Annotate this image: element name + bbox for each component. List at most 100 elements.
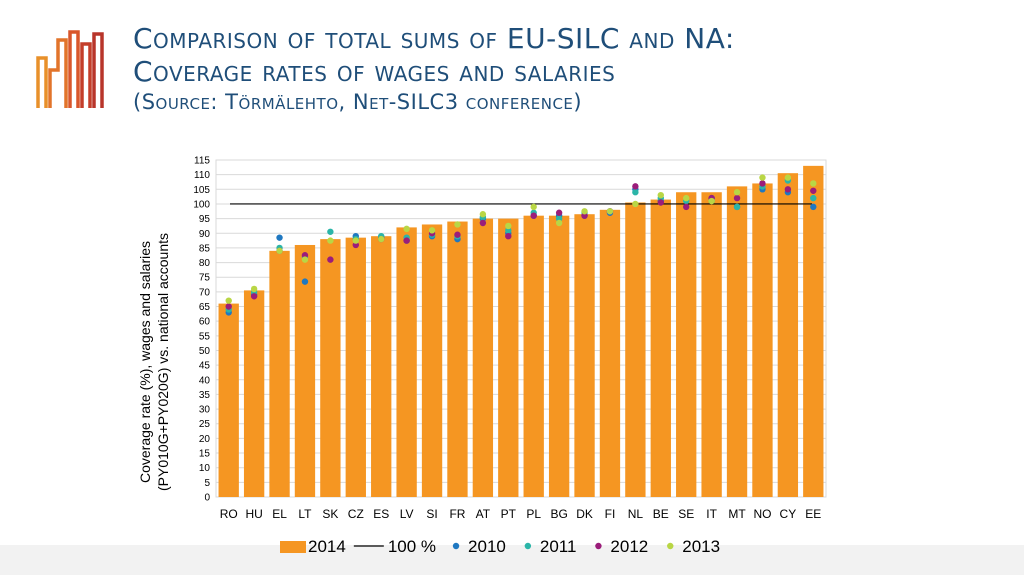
x-label-NO: NO — [753, 507, 771, 521]
point-2013-LV — [403, 225, 410, 233]
point-2010-EL — [276, 234, 283, 241]
point-2013-SK — [327, 237, 334, 244]
point-2012-SK — [327, 256, 334, 263]
point-2012-EE — [810, 187, 817, 194]
point-2013-IT — [708, 197, 715, 205]
y-tick-80: 80 — [199, 258, 211, 269]
x-label-CZ: CZ — [348, 507, 364, 521]
x-label-ES: ES — [373, 507, 389, 521]
bar-DK — [574, 214, 595, 497]
bar-EL — [269, 250, 290, 497]
x-label-PL: PL — [526, 507, 541, 521]
point-2011-PT — [505, 227, 512, 234]
legend-label-2014: 2014 — [308, 537, 346, 556]
bar-NL — [625, 202, 646, 497]
data-points — [225, 174, 817, 316]
point-2013-PT — [505, 222, 512, 230]
point-2012-NL — [632, 183, 639, 190]
plot-border — [215, 159, 827, 498]
plot-area — [216, 160, 826, 497]
point-2013-AT — [479, 211, 487, 218]
bar-SK — [320, 239, 341, 497]
bar-EE — [803, 165, 824, 497]
point-2013-HU — [250, 285, 258, 293]
y-tick-45: 45 — [199, 361, 211, 372]
bar-LV — [396, 227, 417, 497]
y-tick-65: 65 — [199, 302, 211, 313]
x-label-HU: HU — [245, 507, 262, 521]
point-2012-HU — [250, 293, 258, 300]
legend-marker-2010 — [452, 542, 460, 550]
bar-LT — [294, 244, 316, 497]
legend: 2014 100 % 2010 2011 2012 2013 — [280, 537, 720, 556]
x-label-SK: SK — [322, 507, 338, 521]
point-2012-BE — [657, 199, 664, 206]
point-2012-PL — [530, 212, 537, 219]
title-line-1: Comparison of total sums of EU-SILC and … — [133, 22, 735, 55]
title-source-line: (Source: Törmälehto, Net-SILC3 conferenc… — [133, 90, 583, 114]
point-2013-SE — [683, 194, 690, 202]
bar-AT — [472, 218, 494, 497]
bar-SE — [676, 192, 697, 497]
x-label-FI: FI — [605, 507, 616, 521]
y-tick-110: 110 — [194, 170, 210, 181]
point-2010-LT — [301, 278, 309, 285]
point-2010-EE — [810, 203, 817, 211]
point-2013-PL — [530, 203, 537, 211]
slide-title: Comparison of total sums of EU-SILC and … — [133, 22, 993, 116]
footer-band — [0, 545, 1024, 575]
point-2013-BE — [657, 191, 664, 199]
bar-IT — [701, 192, 722, 497]
bar-HU — [243, 290, 265, 497]
point-2012-CY — [784, 186, 792, 193]
title-line-2: Coverage rates of wages and salaries — [133, 55, 616, 88]
legend-label-2012: 2012 — [610, 537, 648, 556]
y-tick-60: 60 — [199, 317, 211, 328]
legend-label-2010: 2010 — [468, 537, 506, 556]
point-2011-MT — [733, 203, 741, 211]
point-2012-LV — [403, 237, 410, 244]
point-2013-LT — [301, 256, 309, 263]
y-tick-labels: 0 5 10 15 20 25 30 35 40 45 50 55 60 65 70 75 80 85 90 95 10… — [193, 156, 210, 504]
x-label-NL: NL — [628, 507, 644, 521]
point-2013-EE — [810, 180, 817, 187]
legend-marker-2011 — [524, 542, 532, 550]
legend-marker-2012 — [595, 542, 602, 550]
point-2013-SI — [428, 227, 436, 234]
point-2011-EE — [810, 194, 817, 202]
bar-BG — [548, 215, 570, 497]
point-2013-CZ — [352, 237, 359, 244]
x-label-BG: BG — [550, 507, 567, 521]
y-tick-0: 0 — [204, 493, 210, 504]
y-tick-95: 95 — [199, 214, 211, 225]
point-2011-NL — [632, 189, 639, 196]
x-label-AT: AT — [476, 507, 491, 521]
x-label-CY: CY — [780, 507, 797, 521]
point-2013-ES — [378, 235, 385, 243]
bar-BE — [650, 199, 671, 498]
point-2012-SE — [683, 203, 690, 211]
legend-label-reference: 100 % — [388, 537, 436, 556]
point-2013-EL — [276, 247, 283, 255]
y-tick-115: 115 — [194, 156, 210, 167]
bar-RO — [218, 303, 239, 497]
y-tick-70: 70 — [199, 287, 211, 298]
point-2012-BG — [555, 209, 563, 216]
y-tick-40: 40 — [199, 375, 211, 386]
x-label-LV: LV — [400, 507, 414, 521]
x-label-PT: PT — [501, 507, 517, 521]
point-2013-BG — [555, 219, 563, 227]
point-2011-SK — [327, 228, 334, 235]
y-tick-5: 5 — [204, 478, 210, 489]
x-label-IT: IT — [706, 507, 717, 521]
y-tick-75: 75 — [199, 273, 211, 284]
y-tick-105: 105 — [193, 185, 210, 196]
point-2013-FR — [454, 221, 461, 228]
y-tick-100: 100 — [193, 199, 210, 210]
point-2013-DK — [581, 208, 588, 215]
point-2013-NL — [632, 200, 639, 208]
legend-swatch-2014 — [280, 541, 306, 553]
point-2012-DK — [581, 212, 588, 219]
point-2013-MT — [733, 189, 741, 196]
